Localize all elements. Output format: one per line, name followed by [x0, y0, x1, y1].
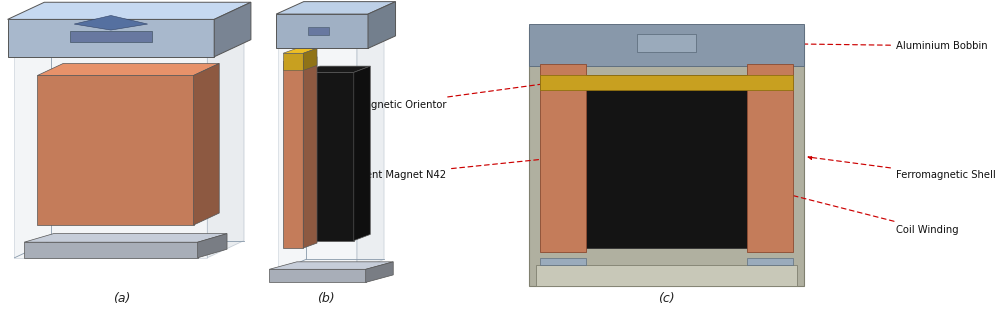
Bar [747, 259, 793, 265]
Polygon shape [214, 2, 251, 57]
Bar [70, 31, 152, 42]
Polygon shape [194, 64, 219, 225]
Text: Ferromagnetic Orientor: Ferromagnetic Orientor [330, 82, 550, 110]
Polygon shape [207, 38, 244, 258]
Text: (c): (c) [658, 291, 675, 305]
Bar [269, 269, 366, 282]
Bar [14, 55, 207, 258]
Bar [278, 48, 357, 272]
Polygon shape [278, 35, 384, 48]
Bar [37, 75, 194, 225]
Polygon shape [276, 2, 396, 14]
Bar [283, 62, 303, 248]
Text: Aluminium Bobbin: Aluminium Bobbin [700, 41, 988, 51]
Polygon shape [37, 64, 219, 75]
Bar [24, 242, 198, 258]
Text: (b): (b) [317, 291, 335, 305]
Bar [540, 64, 586, 252]
Bar [276, 14, 368, 49]
Polygon shape [283, 48, 317, 53]
Polygon shape [366, 262, 393, 282]
Polygon shape [269, 262, 393, 269]
Text: (a): (a) [113, 291, 131, 305]
Polygon shape [24, 233, 227, 242]
Bar [303, 72, 354, 241]
Polygon shape [357, 35, 384, 272]
Polygon shape [14, 38, 244, 55]
Bar [529, 24, 804, 66]
Text: Coil Winding: Coil Winding [783, 192, 959, 235]
Bar [637, 33, 696, 52]
Bar [8, 19, 214, 57]
Polygon shape [354, 66, 370, 241]
Text: Ferromagnetic Shell: Ferromagnetic Shell [808, 156, 996, 180]
Polygon shape [198, 233, 227, 258]
Polygon shape [74, 16, 148, 30]
Polygon shape [303, 66, 370, 72]
Bar [540, 259, 586, 265]
Polygon shape [303, 57, 317, 248]
Bar [529, 27, 804, 286]
Bar [747, 64, 793, 252]
Polygon shape [368, 2, 396, 49]
Bar [586, 75, 747, 248]
Polygon shape [8, 2, 251, 19]
Polygon shape [303, 48, 317, 70]
Bar [536, 265, 797, 286]
Bar [283, 53, 303, 70]
Polygon shape [283, 57, 317, 62]
Bar [540, 75, 793, 90]
Text: Permanent Magnet N42: Permanent Magnet N42 [328, 157, 550, 180]
Bar [308, 28, 329, 35]
